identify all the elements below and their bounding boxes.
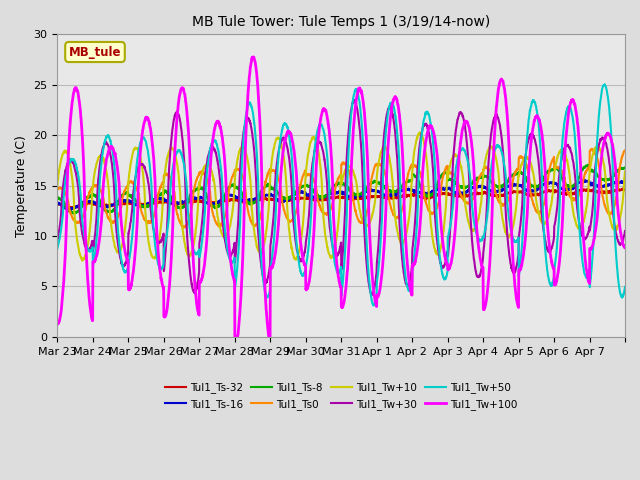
Tul1_Ts-8: [545, 168, 552, 173]
Tul1_Ts-8: [233, 185, 241, 191]
Tul1_Tw+100: [376, 287, 383, 293]
Tul1_Tw+30: [368, 292, 376, 298]
Tul1_Tw+30: [54, 238, 61, 243]
Tul1_Ts-32: [376, 194, 383, 200]
Tul1_Ts-16: [580, 177, 588, 182]
Tul1_Ts-32: [621, 187, 629, 192]
Line: Tul1_Tw+30: Tul1_Tw+30: [58, 100, 625, 295]
Tul1_Ts-8: [584, 162, 592, 168]
Tul1_Tw+100: [249, 54, 257, 60]
Tul1_Tw+30: [545, 249, 552, 255]
Tul1_Tw+30: [614, 236, 621, 242]
Tul1_Ts-32: [619, 186, 627, 192]
Tul1_Tw+50: [601, 82, 609, 87]
Tul1_Tw+10: [416, 129, 424, 135]
Tul1_Ts-8: [614, 168, 621, 174]
Tul1_Tw+100: [54, 319, 61, 325]
Tul1_Ts-32: [111, 202, 118, 208]
Tul1_Tw+30: [110, 184, 118, 190]
Tul1_Tw+30: [376, 222, 383, 228]
Tul1_Ts-16: [545, 180, 552, 185]
Tul1_Ts-8: [54, 194, 61, 200]
Title: MB Tule Tower: Tule Temps 1 (3/19/14-now): MB Tule Tower: Tule Temps 1 (3/19/14-now…: [192, 15, 490, 29]
Tul1_Ts-8: [621, 165, 629, 170]
Tul1_Tw+50: [545, 274, 552, 279]
Tul1_Tw+10: [545, 214, 552, 219]
Tul1_Tw+10: [54, 183, 61, 189]
Tul1_Ts0: [233, 167, 241, 172]
Tul1_Tw+10: [111, 241, 118, 247]
Tul1_Ts0: [545, 172, 552, 178]
Tul1_Tw+50: [54, 246, 61, 252]
Tul1_Ts-16: [54, 200, 61, 206]
Line: Tul1_Tw+10: Tul1_Tw+10: [58, 132, 625, 261]
Tul1_Tw+30: [621, 228, 629, 234]
Tul1_Ts-16: [621, 179, 629, 184]
Tul1_Ts-8: [376, 180, 383, 186]
Tul1_Tw+50: [369, 302, 377, 308]
Tul1_Tw+10: [621, 168, 629, 174]
Line: Tul1_Tw+50: Tul1_Tw+50: [58, 84, 625, 305]
Tul1_Tw+30: [233, 242, 241, 248]
Line: Tul1_Ts-32: Tul1_Ts-32: [58, 189, 625, 208]
Tul1_Tw+50: [513, 239, 520, 245]
Tul1_Ts-8: [111, 207, 118, 213]
Tul1_Ts0: [513, 168, 520, 174]
Tul1_Tw+50: [621, 284, 629, 290]
Tul1_Ts-32: [233, 197, 241, 203]
Tul1_Ts-8: [513, 170, 520, 176]
Tul1_Ts-8: [70, 211, 77, 216]
Tul1_Ts-32: [545, 187, 552, 193]
Tul1_Tw+10: [233, 161, 241, 167]
Y-axis label: Temperature (C): Temperature (C): [15, 135, 28, 237]
Tul1_Ts-16: [614, 179, 621, 185]
Tul1_Tw+100: [233, 334, 241, 340]
Line: Tul1_Tw+100: Tul1_Tw+100: [58, 57, 625, 337]
Tul1_Tw+100: [231, 334, 239, 340]
Tul1_Ts-16: [513, 182, 520, 188]
Tul1_Ts-32: [513, 189, 520, 195]
Tul1_Ts-16: [67, 207, 75, 213]
Tul1_Ts-32: [613, 187, 621, 193]
Tul1_Tw+50: [614, 267, 621, 273]
Tul1_Tw+10: [513, 201, 520, 206]
Tul1_Tw+10: [614, 224, 621, 229]
Tul1_Ts0: [110, 219, 118, 225]
Tul1_Ts0: [621, 148, 629, 154]
Tul1_Ts0: [588, 146, 595, 152]
Text: MB_tule: MB_tule: [68, 46, 121, 59]
Tul1_Tw+50: [376, 254, 383, 260]
Tul1_Tw+50: [233, 272, 241, 278]
Tul1_Tw+100: [110, 149, 118, 155]
Tul1_Tw+100: [513, 296, 520, 302]
Tul1_Tw+10: [79, 258, 86, 264]
Legend: Tul1_Ts-32, Tul1_Ts-16, Tul1_Ts-8, Tul1_Ts0, Tul1_Tw+10, Tul1_Tw+30, Tul1_Tw+50,: Tul1_Ts-32, Tul1_Ts-16, Tul1_Ts-8, Tul1_…: [161, 378, 522, 414]
Tul1_Ts0: [614, 188, 621, 193]
Tul1_Tw+10: [376, 156, 383, 161]
Tul1_Tw+100: [621, 245, 629, 251]
Tul1_Ts0: [376, 162, 383, 168]
Tul1_Ts-16: [376, 189, 383, 194]
Tul1_Tw+100: [614, 201, 621, 206]
Tul1_Tw+50: [110, 161, 118, 167]
Tul1_Ts-32: [54, 200, 61, 206]
Tul1_Ts-32: [69, 205, 77, 211]
Tul1_Ts-16: [233, 195, 241, 201]
Line: Tul1_Ts-16: Tul1_Ts-16: [58, 180, 625, 210]
Line: Tul1_Ts-8: Tul1_Ts-8: [58, 165, 625, 214]
Tul1_Ts-16: [111, 201, 118, 206]
Tul1_Ts0: [179, 225, 187, 231]
Tul1_Ts0: [54, 186, 61, 192]
Tul1_Tw+100: [545, 235, 552, 241]
Line: Tul1_Ts0: Tul1_Ts0: [58, 149, 625, 228]
Tul1_Tw+30: [351, 97, 358, 103]
Tul1_Tw+30: [513, 263, 520, 269]
